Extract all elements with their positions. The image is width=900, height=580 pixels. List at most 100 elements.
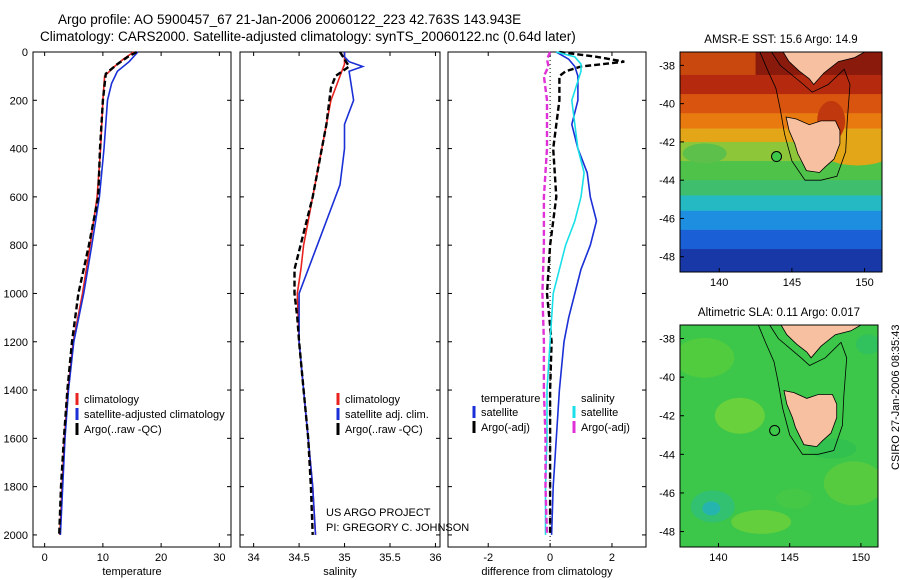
sla-map-y-tick-label: -46 xyxy=(659,488,675,500)
sla-anomaly-blob xyxy=(731,509,792,534)
sst-map-x-tick-label: 140 xyxy=(710,277,728,289)
sst-band xyxy=(680,195,882,212)
sst-map-frame xyxy=(679,51,883,273)
salinity-xlabel: salinity xyxy=(323,566,357,578)
temperature-x-tick-label: 30 xyxy=(213,552,225,564)
sla-map-title: Altimetric SLA: 0.11 Argo: 0.017 xyxy=(698,307,860,319)
sst-map-x-tick-label: 145 xyxy=(783,277,801,289)
salinity-series-argo-raw-qc- xyxy=(293,51,351,535)
diff-legend-sal-argo-label: Argo(-adj) xyxy=(581,422,630,434)
sst-map-y-tick-label: -44 xyxy=(659,175,675,187)
mainland-coast xyxy=(782,52,882,86)
y-tick-label: 2000 xyxy=(4,530,28,542)
sla-map-x-tick-label: 150 xyxy=(852,552,870,564)
temperature-x-tick-label: 0 xyxy=(42,552,48,564)
mainland-coast xyxy=(780,325,878,359)
diff-legend-title-salinity: salinity xyxy=(581,393,615,405)
sst-band xyxy=(680,180,882,197)
sla-map-y-tick-label: -40 xyxy=(659,372,675,384)
sla-anomaly-blob xyxy=(856,334,878,355)
temp-legend-item-label: climatology xyxy=(84,394,140,406)
sal-legend-item-label: Argo(..raw -QC) xyxy=(345,424,423,436)
y-tick-label: 1200 xyxy=(4,337,28,349)
sst-patch xyxy=(682,143,727,164)
argo-float-marker xyxy=(769,424,781,436)
salinity-axes-box xyxy=(239,51,441,548)
sla-map-y-tick-label: -42 xyxy=(659,411,675,423)
map-sla-map: -38 -40 -42 -44 -46 -48 140 145 150 Altimetric SL… xyxy=(659,307,879,564)
sst-map-y-tick-label: -40 xyxy=(659,99,675,111)
panel-temperature: 0 200 400 600 800 1000 1200 1400 1600 1800 2000 0 10… xyxy=(4,47,232,578)
sal-legend-item-label: satellite adj. clim. xyxy=(345,409,429,421)
sst-map-y-tick-label: -38 xyxy=(659,60,675,72)
sla-map-y-tick-label: -44 xyxy=(659,449,675,461)
temp-legend-item-label: satellite-adjusted climatology xyxy=(84,409,225,421)
legends: climatology satellite-adjusted climatolog… xyxy=(75,393,630,534)
sla-map-x-tick-label: 140 xyxy=(709,552,727,564)
sst-map-title: AMSR-E SST: 15.6 Argo: 14.9 xyxy=(704,34,857,46)
sla-anomaly-blob xyxy=(680,337,735,378)
difference-series-salinity-satellite xyxy=(544,51,585,535)
difference-x-tick-label: 2 xyxy=(609,552,615,564)
difference-x-tick-label: 0 xyxy=(547,552,553,564)
temperature-x-tick-label: 20 xyxy=(155,552,167,564)
y-tick-label: 1000 xyxy=(4,288,28,300)
sal-legend-item-label: climatology xyxy=(345,394,401,406)
sst-band xyxy=(680,229,882,251)
shelf-contour xyxy=(759,52,851,181)
diff-legend-sal-sat-label: satellite xyxy=(581,407,618,419)
y-tick-label: 600 xyxy=(10,192,28,204)
annotation-line1: US ARGO PROJECT xyxy=(326,507,431,519)
salinity-x-tick-label: 34.5 xyxy=(288,552,309,564)
figure-title-line2: Climatology: CARS2000. Satellite-adjuste… xyxy=(40,29,576,44)
difference-series-temperature-satellite xyxy=(550,51,598,535)
salinity-x-tick-label: 35.5 xyxy=(379,552,400,564)
sst-band xyxy=(680,210,882,231)
annotation-line2: PI: GREGORY C. JOHNSON xyxy=(326,522,469,534)
y-tick-label: 1600 xyxy=(4,433,28,445)
salinity-x-tick-label: 35 xyxy=(338,552,350,564)
sla-anomaly-blob xyxy=(714,397,765,434)
difference-series-salinity-argo-adj- xyxy=(541,51,552,535)
map-sst-map: -38 -40 -42 -44 -46 -48 140 145 150 AMSR-E SST: 1… xyxy=(659,34,883,289)
argo-float-marker xyxy=(771,151,783,163)
shelf-contour xyxy=(757,325,848,455)
sst-map-x-tick-label: 150 xyxy=(855,277,873,289)
sla-map-frame xyxy=(679,324,879,548)
sla-anomaly-blob xyxy=(775,488,812,509)
temperature-series-argo-raw-qc- xyxy=(58,50,138,535)
salinity-x-tick-label: 34 xyxy=(248,552,260,564)
panel-salinity: 34 34.5 35 35.5 36 salinity xyxy=(239,51,442,578)
sst-map-y-tick-label: -46 xyxy=(659,213,675,225)
difference-x-tick-label: -2 xyxy=(483,552,493,564)
temperature-xlabel: temperature xyxy=(102,566,161,578)
figure-title-line1: Argo profile: AO 5900457_67 21-Jan-2006 … xyxy=(58,12,522,27)
diff-legend-temp-sat-label: satellite xyxy=(481,407,518,419)
sst-map-y-tick-label: -48 xyxy=(659,252,675,264)
tasmania xyxy=(785,116,841,173)
difference-xlabel: difference from climatology xyxy=(481,566,613,578)
y-tick-label: 1400 xyxy=(4,385,28,397)
sla-map-x-tick-label: 145 xyxy=(781,552,799,564)
sst-band xyxy=(680,52,756,75)
sla-anomaly-blob xyxy=(702,501,721,516)
temperature-axes-box xyxy=(32,51,232,548)
y-tick-label: 0 xyxy=(22,47,28,59)
sla-anomaly-blob xyxy=(823,461,878,506)
tasmania xyxy=(783,390,838,448)
y-tick-label: 200 xyxy=(10,95,28,107)
diff-legend-temp-argo-label: Argo(-adj) xyxy=(481,422,530,434)
sla-map-field xyxy=(680,325,878,547)
sst-map-field xyxy=(680,52,882,272)
difference-series-temperature-argo-adj- xyxy=(545,50,625,535)
sla-map-y-tick-label: -48 xyxy=(659,527,675,539)
sst-map-y-tick-label: -42 xyxy=(659,137,675,149)
sst-band xyxy=(680,249,882,272)
diff-legend-title-temperature: temperature xyxy=(481,393,540,405)
sst-band xyxy=(680,74,882,96)
temp-legend-item-label: Argo(..raw -QC) xyxy=(84,424,162,436)
salinity-x-tick-label: 36 xyxy=(429,552,441,564)
y-tick-label: 800 xyxy=(10,240,28,252)
y-tick-label: 1800 xyxy=(4,482,28,494)
